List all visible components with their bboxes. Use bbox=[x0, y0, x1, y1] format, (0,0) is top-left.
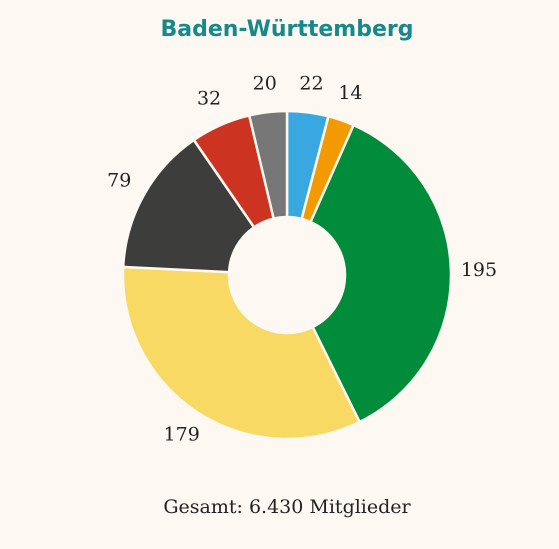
data-label: 179 bbox=[164, 424, 200, 446]
data-label: 195 bbox=[461, 259, 497, 281]
data-label: 32 bbox=[197, 88, 221, 110]
data-label: 14 bbox=[338, 82, 362, 104]
footer: Gesamt: 6.430 Mitglieder bbox=[163, 496, 411, 518]
slice bbox=[121, 138, 256, 274]
data-label: 20 bbox=[253, 72, 277, 94]
data-label: 79 bbox=[107, 170, 131, 192]
slice bbox=[308, 123, 453, 424]
slice bbox=[247, 109, 289, 221]
data-label: 22 bbox=[299, 73, 323, 95]
slice bbox=[121, 265, 362, 441]
chart-title: Baden-Württemberg bbox=[160, 17, 413, 42]
